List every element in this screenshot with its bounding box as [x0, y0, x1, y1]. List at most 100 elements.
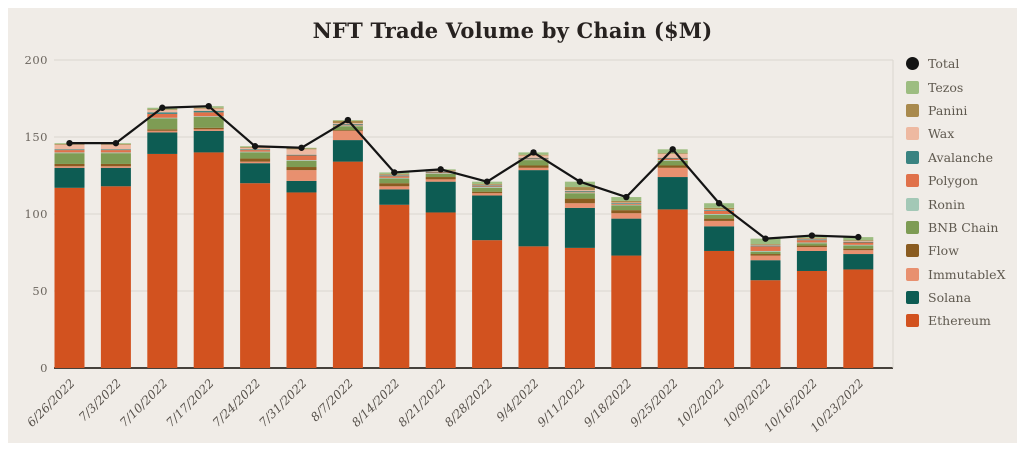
- legend-label: Total: [928, 56, 960, 72]
- bar-segment-polygon: [843, 242, 874, 245]
- bar-segment-solana: [379, 189, 410, 205]
- bar-segment-polygon: [240, 150, 271, 152]
- bar-segment-polygon: [193, 112, 224, 117]
- legend-swatch-immutablex: [906, 267, 919, 281]
- bar-segment-wax: [704, 209, 735, 211]
- bar-segment-bnb-chain: [704, 214, 735, 219]
- bar-segment-flow: [704, 218, 735, 221]
- bar-segment-ethereum: [657, 209, 688, 368]
- bar-segment-polygon: [54, 150, 85, 153]
- bar-segment-flow: [425, 177, 456, 180]
- bar-segment-solana: [193, 130, 224, 153]
- bar-segment-ronin: [54, 152, 85, 154]
- legend-label: Tezos: [928, 79, 964, 95]
- bar-segment-panini: [750, 244, 781, 245]
- bar-segment-ethereum: [147, 153, 178, 368]
- bar-segment-flow: [286, 167, 317, 171]
- bar-segment-ronin: [147, 117, 178, 119]
- legend-label: Avalanche: [928, 149, 993, 165]
- bar-segment-ethereum: [472, 240, 503, 368]
- total-marker: [623, 193, 630, 201]
- bar-segment-solana: [564, 207, 595, 248]
- total-marker: [669, 146, 676, 153]
- bar-segment-ethereum: [611, 255, 642, 368]
- bar-segment-ronin: [518, 159, 549, 161]
- bar-segment-immutablex: [657, 167, 688, 178]
- bar-segment-bnb-chain: [564, 193, 595, 199]
- total-marker: [205, 103, 212, 110]
- bar-segment-flow: [843, 248, 874, 251]
- legend-swatch-ethereum: [906, 314, 919, 328]
- bar-segment-ethereum: [704, 250, 735, 368]
- bar-segment-bnb-chain: [425, 173, 456, 178]
- bar-segment-ethereum: [750, 280, 781, 368]
- total-line: [69, 105, 859, 240]
- legend-item-avalanche: Avalanche: [906, 146, 1005, 169]
- bar-segment-bnb-chain: [240, 152, 271, 159]
- total-marker: [530, 149, 537, 156]
- bar-segment-wax: [147, 110, 178, 113]
- bar-segment-polygon: [611, 203, 642, 205]
- legend-swatch-flow: [906, 244, 919, 258]
- chart-title: NFT Trade Volume by Chain ($M): [312, 18, 713, 43]
- bar-segment-immutablex: [796, 247, 827, 251]
- bar-segment-ronin: [750, 250, 781, 252]
- bar-segment-flow: [472, 191, 503, 194]
- bar-segment-avalanche: [843, 241, 874, 243]
- bar-segment-ethereum: [796, 270, 827, 368]
- legend-label: BNB Chain: [928, 219, 999, 235]
- bar-segment-flow: [611, 210, 642, 214]
- y-tick-label: 150: [25, 130, 48, 144]
- bar-segment-flow: [518, 165, 549, 168]
- total-marker: [159, 104, 166, 111]
- bar-segment-bnb-chain: [657, 160, 688, 166]
- bar-segment-avalanche: [286, 154, 317, 156]
- total-marker: [391, 169, 398, 176]
- bar-segment-immutablex: [843, 250, 874, 255]
- bar-segment-ronin: [286, 160, 317, 161]
- bar-segment-ethereum: [425, 212, 456, 368]
- bar-segment-solana: [332, 140, 363, 162]
- legend-item-total: Total: [906, 52, 1005, 75]
- bar-segment-wax: [796, 238, 827, 240]
- legend-item-flow: Flow: [906, 239, 1005, 262]
- bar-segment-ronin: [704, 214, 735, 215]
- bar-segment-ethereum: [100, 186, 131, 368]
- total-marker: [437, 166, 444, 173]
- legend-label: Solana: [928, 290, 972, 306]
- bar-segment-immutablex: [518, 167, 549, 171]
- x-tick-label: 7/10/2022: [117, 376, 170, 429]
- bar-segment-avalanche: [332, 123, 363, 125]
- bar-segment-ronin: [193, 116, 224, 117]
- bar-segment-bnb-chain: [843, 245, 874, 249]
- bar-segment-polygon: [472, 186, 503, 188]
- bar-segment-wax: [611, 202, 642, 204]
- bar-segment-wax: [843, 240, 874, 242]
- bar-segment-ethereum: [240, 183, 271, 368]
- bar-segment-bnb-chain: [332, 126, 363, 131]
- bar-segment-solana: [750, 260, 781, 281]
- bar-segment-bnb-chain: [796, 243, 827, 246]
- bar-segment-solana: [843, 254, 874, 270]
- bar-segment-flow: [147, 129, 178, 131]
- bar-segment-flow: [379, 183, 410, 187]
- bar-segment-ronin: [611, 204, 642, 206]
- chart-canvas: NFT Trade Volume by Chain ($M) 0 50 100 150…: [8, 8, 1017, 443]
- total-marker: [855, 233, 862, 241]
- bar-segment-wax: [564, 190, 595, 191]
- legend-label: ImmutableX: [928, 266, 1006, 282]
- chart-legend: Total Tezos Panini Wax Avalanche Polygon Ronin…: [906, 52, 1005, 333]
- bar-segment-immutablex: [54, 166, 85, 168]
- bar-segment-immutablex: [147, 130, 178, 133]
- bar-segment-ethereum: [332, 161, 363, 368]
- x-tick-label: 7/3/2022: [76, 376, 124, 424]
- bar-segment-ethereum: [193, 152, 224, 368]
- bar-segment-immutablex: [379, 186, 410, 190]
- x-tick-label: 8/7/2022: [308, 376, 356, 424]
- bar-segment-wax: [286, 149, 317, 155]
- total-marker: [762, 235, 769, 242]
- chart-svg: 0501001502006/26/20227/3/20227/10/20227/…: [24, 53, 894, 435]
- bar-segment-panini: [564, 187, 595, 191]
- bar-segment-immutablex: [240, 161, 271, 164]
